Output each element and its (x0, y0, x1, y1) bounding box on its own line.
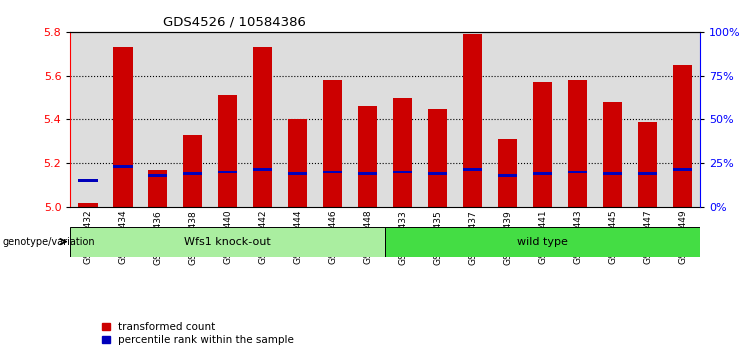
Bar (288, 172, 308, 175)
Bar (350, 32, 385, 207)
Bar (210, 32, 245, 207)
Bar (245, 32, 280, 207)
Bar (428, 172, 448, 175)
Bar (534, 82, 552, 207)
Bar (70, 227, 385, 257)
Bar (358, 172, 377, 175)
Bar (253, 47, 273, 207)
Bar (673, 169, 692, 171)
Text: wild type: wild type (517, 236, 568, 247)
Bar (316, 32, 350, 207)
Bar (385, 32, 420, 207)
Bar (568, 80, 588, 207)
Bar (176, 32, 210, 207)
Bar (70, 32, 105, 207)
Bar (525, 32, 560, 207)
Bar (568, 171, 588, 173)
Bar (393, 171, 413, 173)
Bar (385, 227, 700, 257)
Bar (280, 32, 316, 207)
Bar (323, 80, 342, 207)
Bar (455, 32, 491, 207)
Bar (638, 122, 657, 207)
Bar (288, 119, 308, 207)
Bar (113, 47, 133, 207)
Bar (219, 171, 237, 173)
Bar (498, 139, 517, 207)
Bar (673, 65, 692, 207)
Bar (358, 106, 377, 207)
Bar (491, 32, 525, 207)
Bar (428, 109, 448, 207)
Bar (595, 32, 631, 207)
Bar (560, 32, 595, 207)
Bar (113, 165, 133, 168)
Bar (219, 95, 237, 207)
Text: Wfs1 knock-out: Wfs1 knock-out (185, 236, 271, 247)
Bar (498, 174, 517, 177)
Bar (105, 32, 140, 207)
Legend: transformed count, percentile rank within the sample: transformed count, percentile rank withi… (102, 322, 294, 345)
Bar (603, 102, 622, 207)
Bar (79, 203, 98, 207)
Bar (183, 135, 202, 207)
Bar (148, 174, 167, 177)
Text: genotype/variation: genotype/variation (2, 236, 95, 247)
Bar (463, 169, 482, 171)
Bar (420, 32, 455, 207)
Text: GDS4526 / 10584386: GDS4526 / 10584386 (163, 16, 306, 29)
Bar (603, 172, 622, 175)
Bar (393, 98, 413, 207)
Bar (79, 179, 98, 182)
Bar (534, 172, 552, 175)
Bar (140, 32, 176, 207)
Bar (631, 32, 665, 207)
Bar (253, 169, 273, 171)
Bar (463, 34, 482, 207)
Bar (665, 32, 700, 207)
Bar (183, 172, 202, 175)
Bar (638, 172, 657, 175)
Bar (148, 170, 167, 207)
Bar (323, 171, 342, 173)
